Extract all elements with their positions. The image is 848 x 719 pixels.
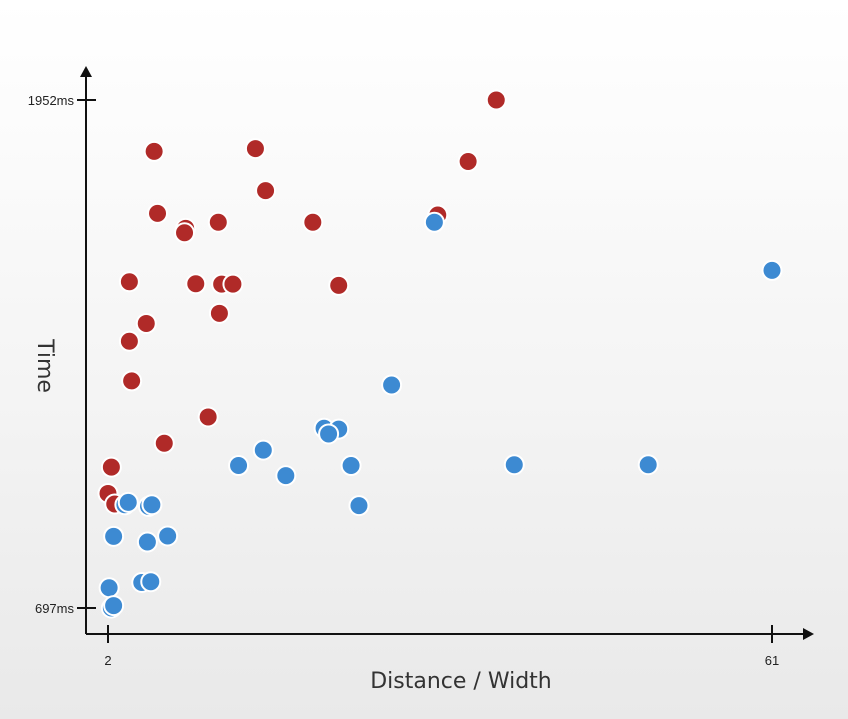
data-point-1-18 [136, 531, 158, 553]
data-point-1-14 [117, 491, 139, 513]
data-point-1-5 [318, 423, 340, 445]
data-point-0-8 [174, 222, 196, 244]
x-tick-label-0: 2 [104, 653, 111, 668]
ticks-layer: 2 61 697ms 1952ms [28, 93, 779, 668]
data-point-1-10 [228, 455, 250, 477]
data-point-1-9 [637, 454, 659, 476]
data-point-1-17 [103, 525, 125, 547]
x-axis [86, 628, 814, 640]
data-point-0-21 [153, 432, 175, 454]
data-point-1-19 [157, 525, 179, 547]
data-point-0-9 [207, 211, 229, 233]
data-point-0-11 [118, 271, 140, 293]
data-point-0-15 [328, 274, 350, 296]
data-point-1-8 [503, 454, 525, 476]
points-layer [97, 89, 783, 619]
data-point-1-2 [381, 374, 403, 396]
x-axis-title: Distance / Width [370, 669, 552, 694]
data-point-0-19 [121, 370, 143, 392]
data-point-1-6 [252, 439, 274, 461]
y-tick-label-1: 1952ms [28, 93, 75, 108]
data-point-0-5 [255, 180, 277, 202]
data-point-0-4 [244, 138, 266, 160]
data-point-0-18 [118, 330, 140, 352]
data-point-0-12 [185, 273, 207, 295]
data-point-1-16 [141, 494, 163, 516]
data-point-0-14 [222, 273, 244, 295]
data-point-1-22 [98, 577, 120, 599]
data-point-1-7 [340, 455, 362, 477]
series-1 [98, 211, 783, 619]
series-0 [97, 89, 507, 515]
data-point-0-0 [485, 89, 507, 111]
data-point-0-20 [197, 406, 219, 428]
y-axis [80, 66, 92, 634]
data-point-0-17 [135, 312, 157, 334]
data-point-0-22 [100, 456, 122, 478]
data-point-1-24 [103, 595, 125, 617]
data-point-1-12 [348, 495, 370, 517]
data-point-1-0 [761, 259, 783, 281]
data-point-1-11 [275, 465, 297, 487]
data-point-1-1 [423, 211, 445, 233]
y-tick-label-0: 697ms [35, 601, 75, 616]
data-point-0-6 [147, 202, 169, 224]
data-point-0-16 [208, 302, 230, 324]
data-point-0-3 [143, 140, 165, 162]
x-tick-label-1: 61 [765, 653, 779, 668]
data-point-1-21 [140, 571, 162, 593]
y-axis-arrow [80, 66, 92, 77]
y-axis-title: Time [32, 338, 57, 393]
data-point-0-1 [457, 151, 479, 173]
data-point-0-10 [302, 211, 324, 233]
x-axis-arrow [803, 628, 814, 640]
